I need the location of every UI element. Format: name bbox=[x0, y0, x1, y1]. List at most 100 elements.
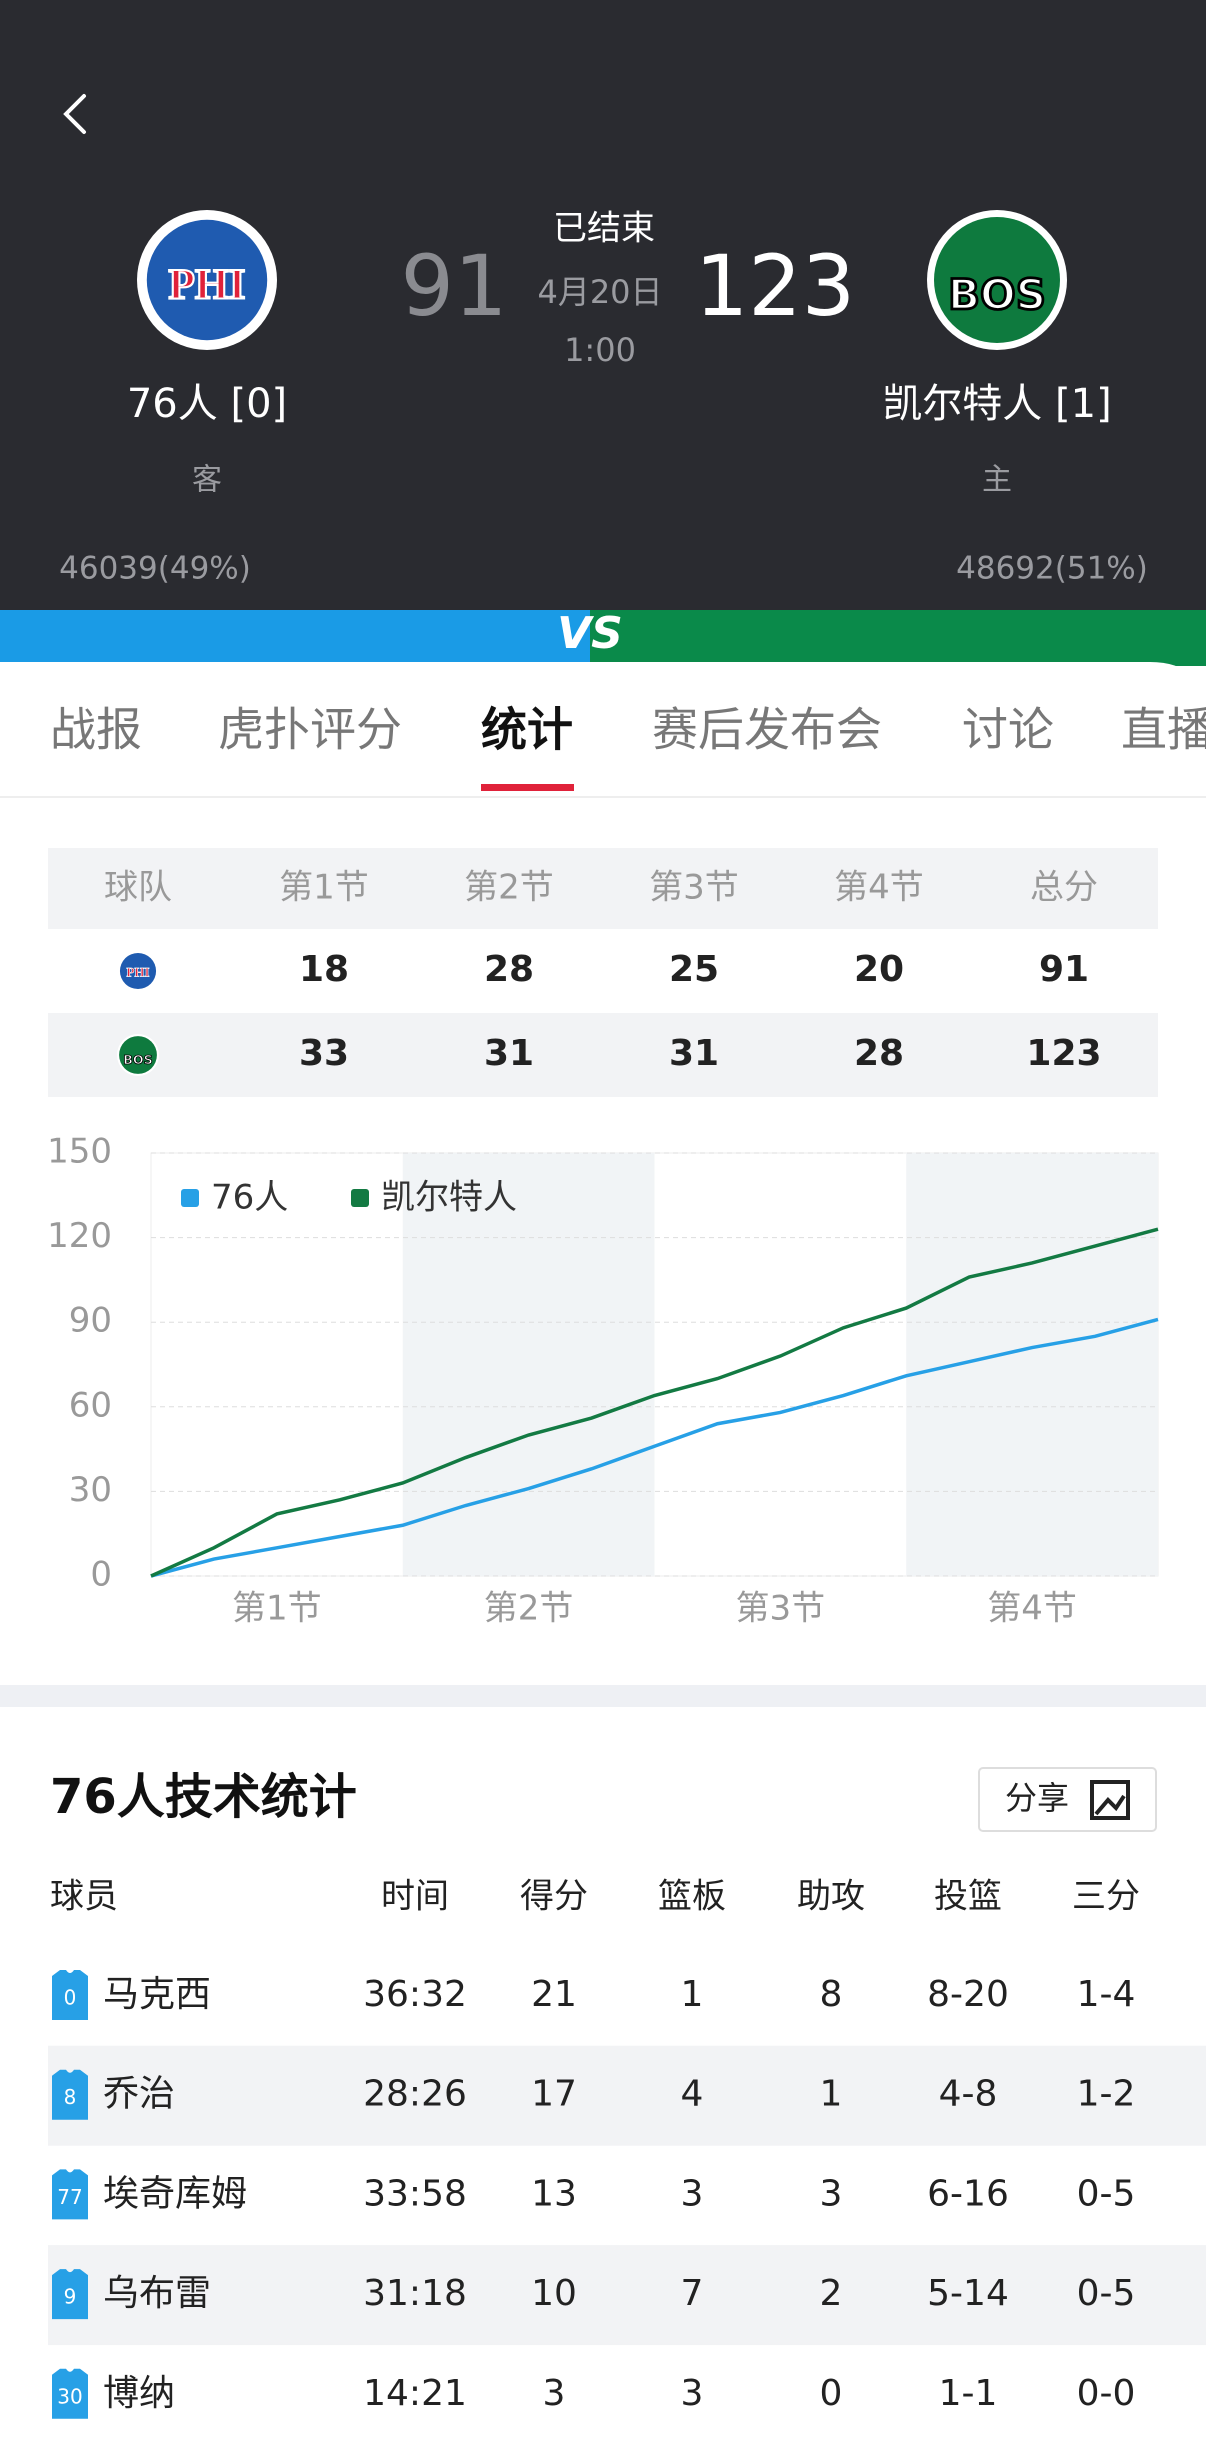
stats-header: 篮板 bbox=[658, 1877, 726, 1917]
qt-cell: 28 bbox=[484, 949, 534, 990]
stats-cell: 3 bbox=[681, 2373, 704, 2414]
away-logo-text: PHI bbox=[168, 260, 245, 308]
stats-cell: 4 bbox=[681, 2074, 704, 2115]
stats-cell: 3 bbox=[543, 2373, 566, 2414]
stats-cell: 1-1 bbox=[939, 2373, 998, 2414]
x-tick-label: 第2节 bbox=[484, 1589, 574, 1629]
period-band bbox=[906, 1153, 1158, 1576]
stats-header: 三分 bbox=[1072, 1877, 1140, 1917]
stats-cell: 0-0 bbox=[1077, 2373, 1136, 2414]
tab[interactable]: 战报 bbox=[50, 703, 142, 757]
tab[interactable]: 直播 bbox=[1121, 703, 1206, 757]
game-time: 1:00 bbox=[564, 331, 636, 369]
stats-cell: 10 bbox=[531, 2273, 577, 2314]
stats-header: 球员 bbox=[50, 1877, 118, 1917]
qt-header: 第1节 bbox=[279, 868, 369, 908]
qt-header: 第2节 bbox=[464, 868, 554, 908]
stats-cell: 17 bbox=[531, 2074, 577, 2115]
stats-cell: 33:58 bbox=[363, 2173, 467, 2214]
qt-cell: 31 bbox=[669, 1033, 719, 1074]
stats-title: 76人技术统计 bbox=[50, 1769, 357, 1825]
home-support: 48692(51%) bbox=[956, 551, 1148, 587]
stats-cell: 8-20 bbox=[927, 1974, 1009, 2015]
qt-header-bg bbox=[48, 848, 1158, 929]
jersey-number: 0 bbox=[64, 1986, 77, 2010]
section-gap bbox=[0, 1685, 1206, 1707]
game-date: 4月20日 bbox=[537, 273, 662, 311]
vs-bar-away bbox=[0, 610, 590, 666]
qt-logo-inner bbox=[119, 952, 157, 990]
qt-cell: 91 bbox=[1039, 949, 1089, 990]
player-name[interactable]: 博纳 bbox=[103, 2373, 175, 2414]
qt-header: 球队 bbox=[104, 868, 172, 908]
qt-header: 总分 bbox=[1030, 868, 1098, 908]
player-name[interactable]: 埃奇库姆 bbox=[103, 2173, 247, 2214]
period-band bbox=[402, 1153, 655, 1576]
qt-logo-text: BOS bbox=[123, 1052, 152, 1067]
share-label: 分享 bbox=[1005, 1779, 1069, 1817]
qt-cell: 20 bbox=[854, 949, 904, 990]
score-line bbox=[150, 1227, 1159, 1578]
home-logo-inner bbox=[934, 217, 1060, 343]
jersey-icon bbox=[52, 2069, 88, 2120]
qt-header: 第4节 bbox=[834, 868, 924, 908]
stats-cell: 6-16 bbox=[927, 2173, 1009, 2214]
away-role: 客 bbox=[192, 463, 222, 498]
home-name: 凯尔特人 [1] bbox=[882, 381, 1111, 427]
stats-cell: 13 bbox=[531, 2173, 577, 2214]
away-logo-inner bbox=[146, 219, 268, 341]
home-logo-text: BOS bbox=[948, 270, 1046, 319]
stats-cell: 21 bbox=[531, 1974, 577, 2015]
share-icon bbox=[1090, 1780, 1130, 1820]
vs-badge: VS bbox=[557, 608, 623, 659]
jersey-number: 30 bbox=[57, 2384, 82, 2408]
tab[interactable]: 讨论 bbox=[962, 703, 1054, 757]
qt-cell: 28 bbox=[854, 1033, 904, 1074]
qt-cell: 33 bbox=[299, 1033, 349, 1074]
stats-cell: 0 bbox=[820, 2373, 843, 2414]
stats-cell: 1 bbox=[820, 2074, 843, 2115]
home-role: 主 bbox=[982, 463, 1012, 498]
legend-swatch bbox=[351, 1189, 369, 1207]
qt-row-bg bbox=[48, 1013, 1158, 1097]
stats-cell: 7 bbox=[681, 2273, 704, 2314]
stats-header: 助攻 bbox=[797, 1877, 865, 1917]
qt-cell: 123 bbox=[1026, 1033, 1101, 1074]
jersey-icon bbox=[52, 2269, 88, 2320]
player-name[interactable]: 马克西 bbox=[103, 1974, 211, 2015]
tab-indicator bbox=[481, 784, 574, 791]
legend-swatch bbox=[181, 1189, 199, 1207]
share-icon-mark bbox=[1094, 1794, 1126, 1816]
legend-label: 76人 bbox=[211, 1178, 288, 1218]
stats-cell: 0-5 bbox=[1077, 2173, 1136, 2214]
tab[interactable]: 赛后发布会 bbox=[652, 703, 882, 757]
y-tick-label: 150 bbox=[47, 1132, 112, 1172]
jersey-icon bbox=[52, 2169, 88, 2220]
tab[interactable]: 虎扑评分 bbox=[218, 703, 402, 757]
y-tick-label: 90 bbox=[69, 1301, 112, 1341]
stats-cell: 2 bbox=[820, 2273, 843, 2314]
player-name[interactable]: 乔治 bbox=[103, 2074, 175, 2115]
stats-row-bg bbox=[48, 2045, 1206, 2146]
tab-divider bbox=[0, 796, 1206, 798]
stats-cell: 28:26 bbox=[363, 2074, 467, 2115]
qt-cell: 18 bbox=[299, 949, 349, 990]
stats-cell: 36:32 bbox=[363, 1974, 467, 2015]
stats-header: 投篮 bbox=[934, 1877, 1002, 1917]
qt-cell: 31 bbox=[484, 1033, 534, 1074]
y-tick-label: 120 bbox=[47, 1216, 112, 1256]
stats-cell: 3 bbox=[820, 2173, 843, 2214]
qt-header: 第3节 bbox=[649, 868, 739, 908]
back-button[interactable] bbox=[63, 94, 86, 134]
legend-label: 凯尔特人 bbox=[381, 1178, 517, 1218]
tab[interactable]: 统计 bbox=[481, 703, 573, 757]
game-status: 已结束 bbox=[553, 209, 655, 249]
jersey-number: 77 bbox=[57, 2185, 82, 2209]
x-tick-label: 第1节 bbox=[232, 1589, 322, 1629]
stats-cell: 1-2 bbox=[1077, 2074, 1136, 2115]
away-score: 91 bbox=[401, 237, 508, 335]
x-tick-label: 第4节 bbox=[987, 1589, 1077, 1629]
player-name[interactable]: 乌布雷 bbox=[103, 2273, 211, 2314]
